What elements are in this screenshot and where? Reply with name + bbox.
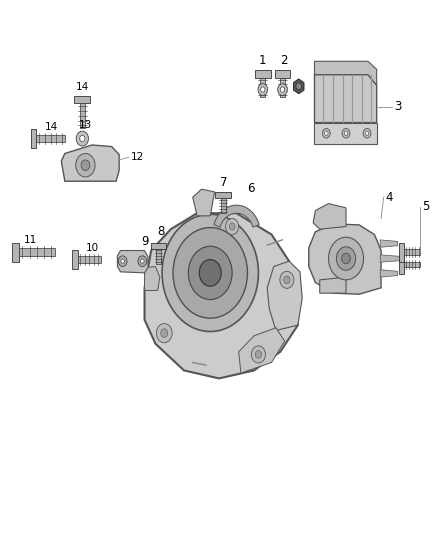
Polygon shape [293,79,304,94]
Circle shape [322,128,330,138]
Circle shape [76,154,95,177]
Polygon shape [239,328,285,373]
Circle shape [328,237,364,280]
Text: 10: 10 [85,243,99,253]
Polygon shape [380,255,400,262]
Polygon shape [260,78,265,97]
Text: 14: 14 [76,82,89,92]
Text: 11: 11 [24,235,37,245]
Circle shape [138,256,147,266]
Text: 3: 3 [394,100,402,113]
Polygon shape [399,243,404,262]
Text: 12: 12 [131,152,144,162]
Polygon shape [280,78,285,97]
Circle shape [118,256,127,266]
Circle shape [251,346,265,363]
Circle shape [261,87,265,92]
Circle shape [141,259,144,263]
Polygon shape [61,145,119,181]
Ellipse shape [173,228,247,318]
Circle shape [258,84,268,95]
Text: 4: 4 [385,191,393,204]
Polygon shape [380,240,398,247]
Polygon shape [145,213,298,378]
Circle shape [280,87,285,92]
Circle shape [255,351,261,358]
Polygon shape [19,248,55,256]
Ellipse shape [199,260,221,286]
Polygon shape [314,61,377,85]
Circle shape [121,259,124,263]
Text: 2: 2 [280,54,288,67]
Polygon shape [36,135,65,142]
Polygon shape [267,261,302,330]
Polygon shape [74,96,90,103]
Polygon shape [309,224,381,294]
Polygon shape [12,243,19,262]
Polygon shape [314,123,377,144]
Circle shape [284,276,290,284]
Polygon shape [78,256,101,263]
Polygon shape [193,189,215,216]
Ellipse shape [188,246,232,300]
Circle shape [296,83,301,90]
Polygon shape [313,204,346,229]
Circle shape [156,324,172,343]
Polygon shape [80,103,85,128]
Polygon shape [72,250,78,269]
Ellipse shape [162,214,258,332]
Polygon shape [404,262,420,267]
Polygon shape [399,255,404,274]
Polygon shape [31,129,36,148]
Polygon shape [380,270,398,277]
Circle shape [280,271,294,288]
Circle shape [161,329,168,337]
Circle shape [226,219,239,235]
Polygon shape [151,243,166,249]
Polygon shape [221,198,226,213]
Text: 7: 7 [219,176,227,189]
Circle shape [363,128,371,138]
Circle shape [80,135,85,142]
Polygon shape [255,70,271,78]
Polygon shape [404,249,420,255]
Circle shape [336,247,356,270]
Circle shape [365,131,369,135]
Circle shape [342,128,350,138]
Text: 8: 8 [158,225,165,238]
Polygon shape [145,266,160,290]
Polygon shape [275,70,290,78]
Circle shape [278,84,287,95]
Circle shape [342,253,350,264]
Circle shape [325,131,328,135]
Polygon shape [117,251,148,273]
Text: 13: 13 [79,119,92,130]
Circle shape [229,223,235,230]
Polygon shape [156,249,161,264]
Polygon shape [214,205,259,227]
Polygon shape [215,192,231,198]
Circle shape [81,160,90,171]
Polygon shape [314,75,377,123]
Circle shape [344,131,348,135]
Circle shape [76,131,88,146]
Text: 14: 14 [45,122,58,132]
Polygon shape [320,277,346,293]
Text: 9: 9 [141,235,149,248]
Text: 5: 5 [422,200,429,213]
Text: 6: 6 [247,182,255,195]
Text: 1: 1 [259,54,267,67]
